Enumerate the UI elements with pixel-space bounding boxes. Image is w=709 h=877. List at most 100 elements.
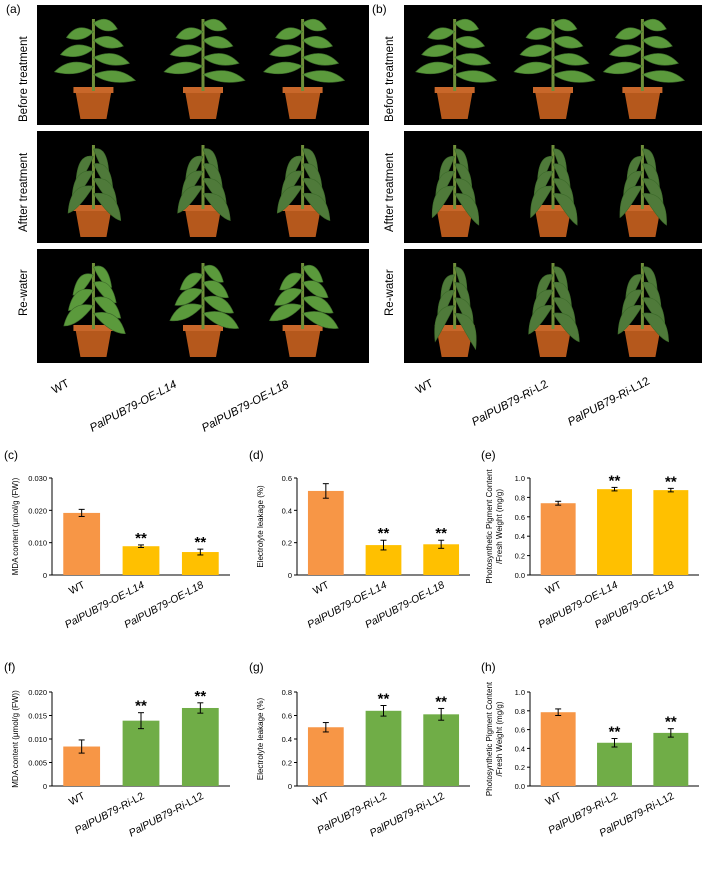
y-axis-label: MDA content (μmol/g (FW)) — [11, 690, 20, 788]
panel-label-e: (e) — [481, 448, 496, 462]
bar-2 — [122, 720, 160, 786]
plant-b-after-1 — [431, 145, 480, 237]
y-tick-label: 0.0 — [515, 571, 525, 580]
significance-label: ** — [609, 472, 621, 489]
plant-b-after-2 — [530, 145, 578, 237]
panel-label-a: (a) — [6, 2, 21, 16]
y-axis-label: MDA content (μmol/g (FW)) — [11, 477, 20, 575]
significance-label: ** — [135, 530, 147, 547]
bar-3 — [181, 707, 219, 786]
plant-b-rewater-3 — [617, 263, 669, 357]
category-label: WT — [67, 579, 88, 598]
y-axis-label: Photosynthetic Pigment Content — [485, 681, 494, 796]
significance-label: ** — [378, 691, 390, 708]
panel-label-b: (b) — [372, 2, 387, 16]
significance-label: ** — [135, 698, 147, 715]
chart-h-pigment-ri: 0.0 0.2 0.4 0.6 0.8 1.0 Photosynthetic Pigment… — [478, 672, 709, 872]
bar-1 — [540, 503, 576, 575]
plant-a-after-1 — [67, 145, 122, 237]
significance-label: ** — [665, 714, 677, 731]
chart-d-electrolyte-oe: 0 0.2 0.4 0.6 Electrolyte leakage (%) WT ** Pal… — [245, 458, 480, 653]
y-tick-label: 1.0 — [515, 474, 525, 483]
row-label-after-a: Aftter treatment — [18, 152, 30, 232]
bar-1 — [63, 512, 101, 575]
plant-b-after-3 — [619, 145, 667, 237]
bar-1 — [307, 727, 344, 786]
panel-label-g: (g) — [249, 660, 264, 674]
plant-a-rewater-2 — [169, 263, 240, 357]
y-tick-label: 0.4 — [515, 532, 525, 541]
chart-f-mda-ri: 0 0.005 0.010 0.015 0.020 MDA content (μmol/g… — [0, 672, 240, 872]
y-tick-label: 0.8 — [515, 707, 525, 716]
significance-label: ** — [435, 525, 447, 542]
y-tick-label: 0.4 — [515, 744, 525, 753]
significance-label: ** — [194, 534, 206, 551]
plant-a-before-2 — [163, 18, 246, 119]
y-tick-label: 0.6 — [515, 513, 525, 522]
y-tick-label: 0.005 — [28, 759, 47, 768]
y-tick-label: 0.0 — [515, 782, 525, 791]
category-label: WT — [67, 790, 88, 809]
y-tick-label: 0.8 — [282, 688, 292, 697]
bar-3 — [423, 544, 460, 575]
significance-label: ** — [435, 693, 447, 710]
photo-b-rewater — [404, 249, 702, 363]
plant-b-rewater-2 — [528, 263, 580, 357]
bar-3 — [423, 714, 460, 786]
row-label-rewater-b: Re-water — [384, 269, 396, 316]
panel-label-h: (h) — [481, 660, 496, 674]
bar-2 — [122, 546, 160, 575]
plant-a-after-2 — [177, 145, 231, 237]
y-tick-label: 1.0 — [515, 688, 525, 697]
photo-b-after — [404, 131, 702, 243]
chart-e-pigment-oe: 0.0 0.2 0.4 0.6 0.8 1.0 Photosynthetic Pigment… — [478, 458, 709, 653]
plant-a-before-1 — [53, 18, 137, 119]
y-tick-label: 0.015 — [28, 712, 47, 721]
y-tick-label: 0.030 — [28, 474, 47, 483]
bar-2 — [365, 710, 402, 786]
y-tick-label: 0.8 — [515, 493, 525, 502]
y-tick-label: 0.6 — [282, 712, 292, 721]
y-axis-label: Electrolyte leakage (%) — [256, 698, 265, 781]
plant-a-rewater-3 — [269, 263, 339, 357]
row-label-after-b: Aftter treatment — [384, 152, 396, 232]
y-tick-label: 0.2 — [282, 759, 292, 768]
panel-label-f: (f) — [4, 660, 16, 674]
row-label-before-a: Before treatment — [18, 36, 30, 122]
plant-a-before-3 — [263, 18, 346, 119]
category-label: WT — [544, 579, 565, 598]
category-label: WT — [311, 579, 332, 598]
y-axis-label: /Fresh Weight (mg/g) — [495, 489, 504, 564]
bar-1 — [307, 490, 344, 575]
plant-b-before-2 — [513, 18, 596, 119]
chart-c-mda-oe: 0 0.010 0.020 0.030 MDA content (μmol/g (FW)… — [0, 458, 240, 653]
photo-a-label-oe-l18: PalPUB79-OE-L18 — [200, 378, 291, 435]
y-tick-label: 0.010 — [28, 539, 47, 548]
y-tick-label: 0.6 — [282, 474, 292, 483]
y-tick-label: 0.4 — [282, 506, 292, 515]
row-label-before-b: Before treatment — [384, 36, 396, 122]
panel-label-c: (c) — [4, 448, 18, 462]
plant-b-before-3 — [602, 18, 686, 119]
panel-label-d: (d) — [249, 448, 264, 462]
photo-a-label-wt: WT — [50, 377, 72, 397]
chart-g-electrolyte-ri: 0 0.2 0.4 0.6 0.8 Electrolyte leakage (%) WT **… — [245, 672, 480, 872]
y-tick-label: 0 — [288, 782, 292, 791]
y-axis-label: Photosynthetic Pigment Content — [485, 469, 494, 584]
bar-2 — [597, 742, 632, 786]
y-tick-label: 0 — [43, 571, 47, 580]
plant-b-rewater-1 — [434, 263, 477, 357]
photo-a-before — [37, 5, 369, 125]
significance-label: ** — [194, 688, 206, 705]
category-label: WT — [544, 790, 565, 809]
bar-2 — [597, 489, 632, 575]
y-tick-label: 0.4 — [282, 735, 292, 744]
plant-a-rewater-1 — [63, 263, 126, 357]
y-tick-label: 0.2 — [515, 552, 525, 561]
significance-label: ** — [609, 724, 621, 741]
bar-3 — [181, 552, 219, 575]
y-tick-label: 0 — [288, 571, 292, 580]
y-axis-label: /Fresh Weight (mg/g) — [495, 701, 504, 776]
bar-1 — [540, 712, 576, 786]
plant-a-after-3 — [276, 145, 331, 237]
